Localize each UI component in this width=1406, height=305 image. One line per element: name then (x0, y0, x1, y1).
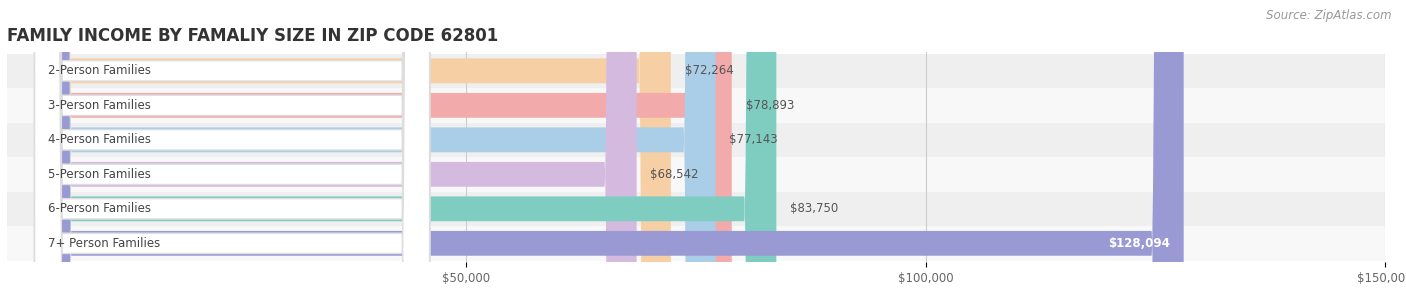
Text: 5-Person Families: 5-Person Families (48, 168, 152, 181)
Text: FAMILY INCOME BY FAMALIY SIZE IN ZIP CODE 62801: FAMILY INCOME BY FAMALIY SIZE IN ZIP COD… (7, 27, 498, 45)
Text: 6-Person Families: 6-Person Families (48, 202, 152, 215)
Bar (7, 88, 1385, 123)
FancyBboxPatch shape (35, 0, 430, 305)
FancyBboxPatch shape (35, 0, 430, 305)
Text: Source: ZipAtlas.com: Source: ZipAtlas.com (1267, 9, 1392, 22)
Text: 3-Person Families: 3-Person Families (48, 99, 152, 112)
Bar (7, 123, 1385, 157)
FancyBboxPatch shape (35, 0, 430, 305)
FancyBboxPatch shape (39, 0, 716, 305)
FancyBboxPatch shape (39, 0, 731, 305)
FancyBboxPatch shape (39, 0, 671, 305)
Text: 4-Person Families: 4-Person Families (48, 133, 152, 146)
Text: 2-Person Families: 2-Person Families (48, 64, 152, 77)
Bar (7, 54, 1385, 88)
Bar (7, 226, 1385, 260)
Text: $83,750: $83,750 (790, 202, 838, 215)
FancyBboxPatch shape (35, 0, 430, 305)
Text: $78,893: $78,893 (745, 99, 794, 112)
Bar (7, 157, 1385, 192)
Text: $77,143: $77,143 (730, 133, 778, 146)
Bar (7, 192, 1385, 226)
Text: $72,264: $72,264 (685, 64, 734, 77)
FancyBboxPatch shape (39, 0, 1184, 305)
FancyBboxPatch shape (39, 0, 776, 305)
Text: 7+ Person Families: 7+ Person Families (48, 237, 160, 250)
FancyBboxPatch shape (35, 0, 430, 305)
FancyBboxPatch shape (39, 0, 637, 305)
FancyBboxPatch shape (35, 0, 430, 305)
Text: $128,094: $128,094 (1108, 237, 1170, 250)
Text: $68,542: $68,542 (651, 168, 699, 181)
